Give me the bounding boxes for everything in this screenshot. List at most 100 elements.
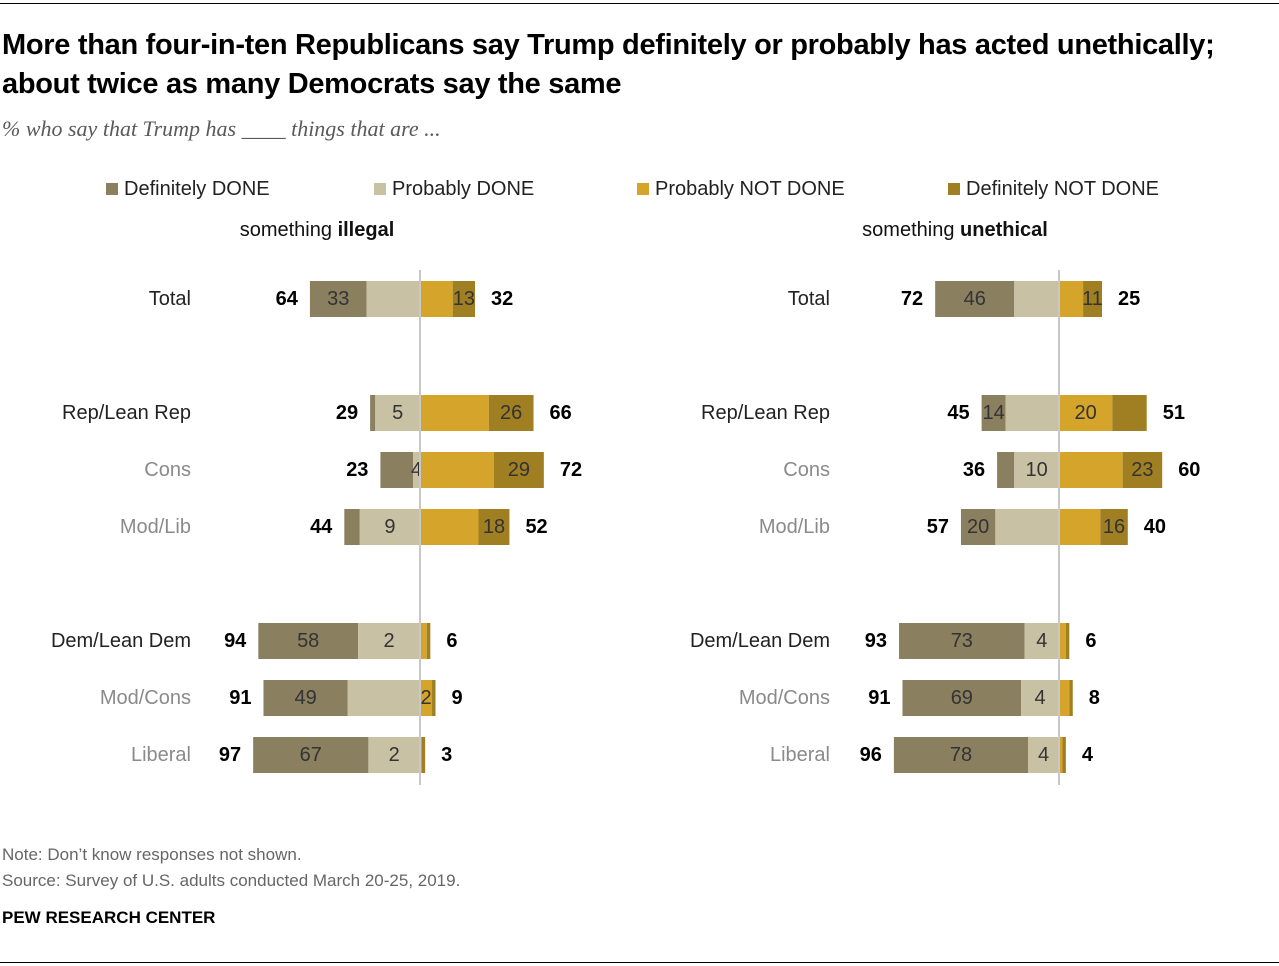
bar-segment xyxy=(1059,737,1063,773)
bar-segment xyxy=(420,680,433,716)
net-done-label: 97 xyxy=(219,744,241,766)
bar-segment xyxy=(368,737,420,773)
data-label: 33 xyxy=(327,288,349,310)
bar-segment xyxy=(1100,509,1128,545)
bar-segment xyxy=(1083,281,1102,317)
category-label: Rep/Lean Rep xyxy=(62,402,191,424)
bar-segment xyxy=(253,737,369,773)
data-label: 4 xyxy=(411,459,422,481)
legend-label: Definitely DONE xyxy=(124,177,270,200)
data-label: 18 xyxy=(483,516,505,538)
net-not-done-label: 72 xyxy=(560,459,582,481)
net-not-done-label: 6 xyxy=(446,630,457,652)
category-label: Total xyxy=(788,288,830,310)
category-label: Mod/Cons xyxy=(100,687,191,709)
bar-segment xyxy=(1112,395,1147,431)
bar-segment xyxy=(420,281,453,317)
bar-segment xyxy=(902,680,1022,716)
bar-segment xyxy=(1059,395,1113,431)
net-not-done-label: 6 xyxy=(1085,630,1096,652)
data-label: 67 xyxy=(300,744,322,766)
net-done-label: 96 xyxy=(860,744,882,766)
bar-segment xyxy=(995,509,1059,545)
net-not-done-label: 8 xyxy=(1089,687,1100,709)
data-label: 4 xyxy=(1035,687,1046,709)
chart-subtitle: % who say that Trump has ____ things tha… xyxy=(2,116,441,141)
data-label: 20 xyxy=(1075,402,1097,424)
source-text: Source: Survey of U.S. adults conducted … xyxy=(2,871,461,890)
data-label: 26 xyxy=(500,402,522,424)
data-label: 16 xyxy=(1103,516,1125,538)
bar-segment xyxy=(899,623,1025,659)
net-not-done-label: 4 xyxy=(1082,744,1094,766)
legend: Definitely DONE Probably DONE Probably N… xyxy=(0,176,1279,202)
bar-segment xyxy=(347,680,420,716)
net-done-label: 94 xyxy=(224,630,247,652)
bar-segment xyxy=(370,395,376,431)
category-label: Mod/Lib xyxy=(120,516,191,538)
category-label: Total xyxy=(149,288,191,310)
bar-segment xyxy=(420,395,489,431)
bar-segment xyxy=(493,452,544,488)
bar-segment xyxy=(359,509,420,545)
category-label: Mod/Lib xyxy=(759,516,830,538)
data-label: 23 xyxy=(1131,459,1153,481)
data-label: 2 xyxy=(389,744,400,766)
data-label: 2 xyxy=(383,630,394,652)
data-label: 49 xyxy=(294,687,316,709)
legend-label: Definitely NOT DONE xyxy=(966,177,1160,200)
panel-title: something unethical xyxy=(862,219,1048,241)
data-label: 78 xyxy=(950,744,972,766)
data-label: 2 xyxy=(420,687,431,709)
net-done-label: 29 xyxy=(336,402,358,424)
data-label: 10 xyxy=(1026,459,1048,481)
bar-segment xyxy=(263,680,348,716)
panel-title-prefix: something xyxy=(240,219,338,241)
legend-swatch xyxy=(637,183,649,195)
category-label: Cons xyxy=(783,459,830,481)
legend-item-definitely-done: Definitely DONE xyxy=(106,176,270,202)
net-not-done-label: 60 xyxy=(1178,459,1200,481)
bar-segment xyxy=(380,452,414,488)
bar-segment xyxy=(258,623,359,659)
category-label: Mod/Cons xyxy=(739,687,830,709)
data-label: 9 xyxy=(384,516,395,538)
net-done-label: 45 xyxy=(947,402,969,424)
data-label: 11 xyxy=(1082,288,1103,310)
net-not-done-label: 66 xyxy=(550,402,572,424)
chart-title: More than four-in-ten Republicans say Tr… xyxy=(2,29,1215,100)
data-label: 29 xyxy=(508,459,530,481)
bar-segment xyxy=(421,737,426,773)
panel-title: something illegal xyxy=(240,219,395,241)
bar-segment xyxy=(1005,395,1059,431)
bar-segment xyxy=(420,623,427,659)
bar-segment xyxy=(893,737,1029,773)
legend-swatch xyxy=(374,183,386,195)
data-label: 4 xyxy=(1038,744,1049,766)
bar-segment xyxy=(1059,509,1101,545)
net-not-done-label: 52 xyxy=(525,516,547,538)
bar-segment xyxy=(1069,680,1073,716)
net-done-label: 36 xyxy=(963,459,985,481)
data-label: 46 xyxy=(964,288,986,310)
legend-item-probably-done: Probably DONE xyxy=(374,176,534,202)
bar-segment xyxy=(1059,680,1070,716)
bar-segment xyxy=(1014,281,1059,317)
net-done-label: 23 xyxy=(346,459,368,481)
legend-label: Probably NOT DONE xyxy=(655,177,845,200)
data-label: 4 xyxy=(1036,630,1047,652)
bar-segment xyxy=(452,281,476,317)
bar-segment xyxy=(488,395,534,431)
bar-segment xyxy=(1024,623,1059,659)
net-done-label: 57 xyxy=(927,516,949,538)
note-text: Note: Don’t know responses not shown. xyxy=(2,845,302,864)
data-label: 73 xyxy=(951,630,973,652)
net-done-label: 91 xyxy=(868,687,890,709)
bar-segment xyxy=(413,452,420,488)
brand-label: PEW RESEARCH CENTER xyxy=(2,908,216,927)
legend-item-definitely-not-done: Definitely NOT DONE xyxy=(948,176,1159,202)
net-not-done-label: 32 xyxy=(491,288,513,310)
bar-segment xyxy=(420,452,494,488)
bar-segment xyxy=(375,395,420,431)
